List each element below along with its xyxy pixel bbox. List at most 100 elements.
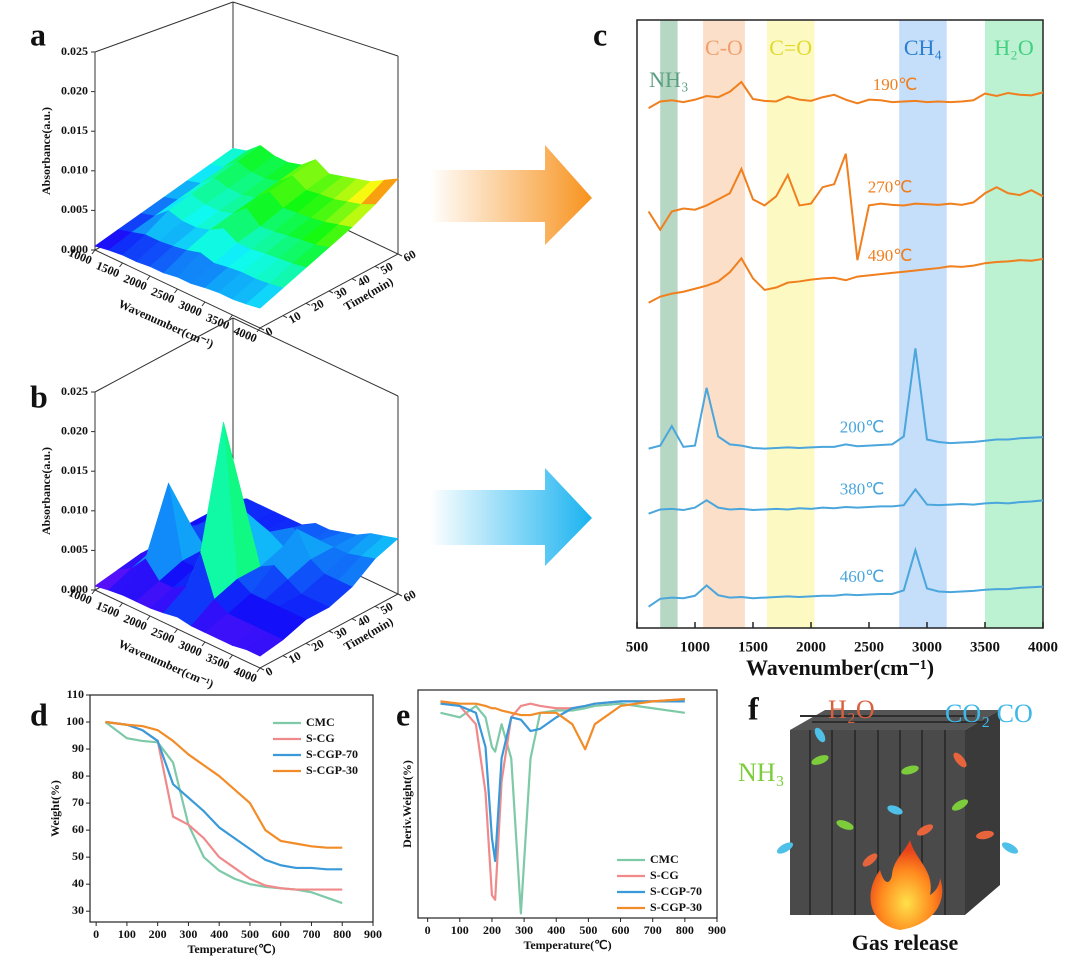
caption: Gas release bbox=[852, 930, 959, 955]
gas-label: NH₃ bbox=[738, 758, 785, 787]
line bbox=[105, 720, 343, 871]
y-tick-label: 0 bbox=[263, 664, 275, 679]
surface bbox=[94, 422, 399, 657]
x-tick-label: 900 bbox=[364, 927, 382, 941]
panel-label: c bbox=[593, 16, 607, 52]
y-tick bbox=[397, 253, 403, 257]
legend-label: S-CGP-70 bbox=[306, 747, 358, 761]
y-tick bbox=[397, 593, 403, 597]
x-tick-label: 3000 bbox=[912, 639, 942, 655]
x-tick-label: 1000 bbox=[67, 245, 94, 267]
y-tick-label: 20 bbox=[309, 636, 326, 654]
series-label: 270℃ bbox=[868, 178, 913, 197]
block-side bbox=[965, 710, 1000, 915]
line bbox=[440, 698, 685, 751]
x-tick-label: 500 bbox=[626, 639, 649, 655]
y-tick-label: 10 bbox=[286, 309, 303, 327]
x-tick-label: 200 bbox=[149, 927, 167, 941]
series-label: 200℃ bbox=[840, 417, 885, 436]
x-tick-label: 0 bbox=[425, 923, 431, 937]
y-tick-label: 40 bbox=[72, 876, 84, 890]
surface bbox=[94, 145, 399, 309]
x-tick-label: 600 bbox=[612, 923, 630, 937]
band-label: NH₃ bbox=[649, 67, 688, 92]
line bbox=[105, 720, 343, 849]
y-tick-label: 10 bbox=[286, 649, 303, 667]
x-tick-label: 3500 bbox=[204, 650, 231, 672]
x-tick bbox=[119, 602, 123, 608]
flame bbox=[870, 840, 943, 930]
spectrum bbox=[648, 348, 1044, 450]
y-tick bbox=[374, 605, 380, 609]
gas-molecules bbox=[776, 727, 1019, 867]
x-tick-label: 400 bbox=[210, 927, 228, 941]
x-tick-label: 700 bbox=[644, 923, 662, 937]
x-tick-label: 1500 bbox=[94, 598, 121, 620]
x-tick bbox=[91, 589, 96, 595]
x-tick-label: 2000 bbox=[122, 271, 149, 293]
x-tick-label: 200 bbox=[483, 923, 501, 937]
band-label: C-O bbox=[705, 35, 743, 60]
band bbox=[703, 20, 745, 628]
arrow bbox=[430, 145, 592, 245]
x-tick-label: 500 bbox=[241, 927, 259, 941]
x-tick-label: 800 bbox=[676, 923, 694, 937]
spectrum bbox=[648, 256, 1044, 304]
arrow bbox=[430, 468, 592, 566]
x-tick bbox=[201, 641, 206, 647]
z-tick-label: 0.010 bbox=[61, 163, 88, 177]
box-edge bbox=[232, 317, 399, 397]
x-tick-label: 3000 bbox=[177, 297, 204, 319]
panel-label: d bbox=[30, 696, 48, 732]
y-tick-label: 30 bbox=[72, 903, 84, 917]
z-axis-label: Absorbance(a.u.) bbox=[39, 107, 53, 195]
legend-label: CMC bbox=[306, 715, 335, 729]
legend-label: S-CGP-30 bbox=[306, 763, 358, 777]
line bbox=[440, 702, 686, 915]
y-tick-label: 50 bbox=[72, 849, 84, 863]
z-tick-label: 0.005 bbox=[61, 202, 88, 216]
plot-frame bbox=[417, 689, 718, 919]
band-label: CH₄ bbox=[904, 35, 942, 60]
z-axis-label: Absorbance(a.u.) bbox=[39, 447, 53, 535]
panel-label: e bbox=[396, 696, 410, 732]
z-tick-label: 0.025 bbox=[61, 44, 88, 58]
x-tick-label: 4000 bbox=[1028, 639, 1058, 655]
box-edge bbox=[232, 1, 399, 57]
z-tick-label: 0.020 bbox=[61, 83, 88, 97]
y-axis-label: Weight(%) bbox=[48, 780, 62, 837]
legend-label: S-CG bbox=[650, 868, 679, 882]
y-tick bbox=[305, 642, 311, 646]
x-tick bbox=[174, 288, 178, 294]
line bbox=[440, 698, 685, 901]
surface-cell bbox=[245, 632, 284, 657]
y-tick bbox=[305, 302, 311, 306]
line bbox=[104, 721, 343, 905]
y-tick bbox=[259, 667, 265, 671]
y-tick-label: 70 bbox=[72, 795, 84, 809]
x-tick-label: 300 bbox=[515, 923, 533, 937]
z-tick-label: 0.000 bbox=[61, 582, 88, 596]
x-tick bbox=[229, 654, 233, 660]
x-tick-label: 1500 bbox=[738, 639, 768, 655]
band bbox=[766, 20, 815, 628]
x-axis-label: Temperature(℃) bbox=[523, 938, 611, 952]
x-tick bbox=[174, 628, 178, 634]
x-tick-label: 0 bbox=[93, 927, 99, 941]
x-tick bbox=[229, 314, 233, 320]
box-edge bbox=[94, 317, 234, 393]
spectrum bbox=[648, 487, 1044, 515]
y-tick bbox=[259, 327, 265, 331]
x-tick-label: 600 bbox=[272, 927, 290, 941]
legend-label: S-CGP-70 bbox=[650, 884, 702, 898]
diagram: f H₂O CO₂ CO NH₃ Gas release bbox=[738, 690, 1033, 955]
x-tick bbox=[201, 301, 206, 307]
plot-frame bbox=[89, 694, 374, 923]
y-tick-label: 110 bbox=[67, 687, 84, 701]
gas-label: H₂O bbox=[828, 695, 875, 724]
y-tick bbox=[282, 315, 288, 319]
z-tick-label: 0.015 bbox=[61, 463, 88, 477]
